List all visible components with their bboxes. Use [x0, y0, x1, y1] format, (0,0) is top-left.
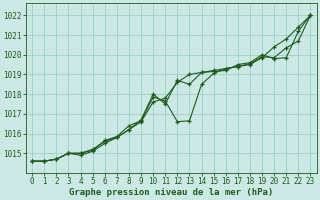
X-axis label: Graphe pression niveau de la mer (hPa): Graphe pression niveau de la mer (hPa): [69, 188, 274, 197]
